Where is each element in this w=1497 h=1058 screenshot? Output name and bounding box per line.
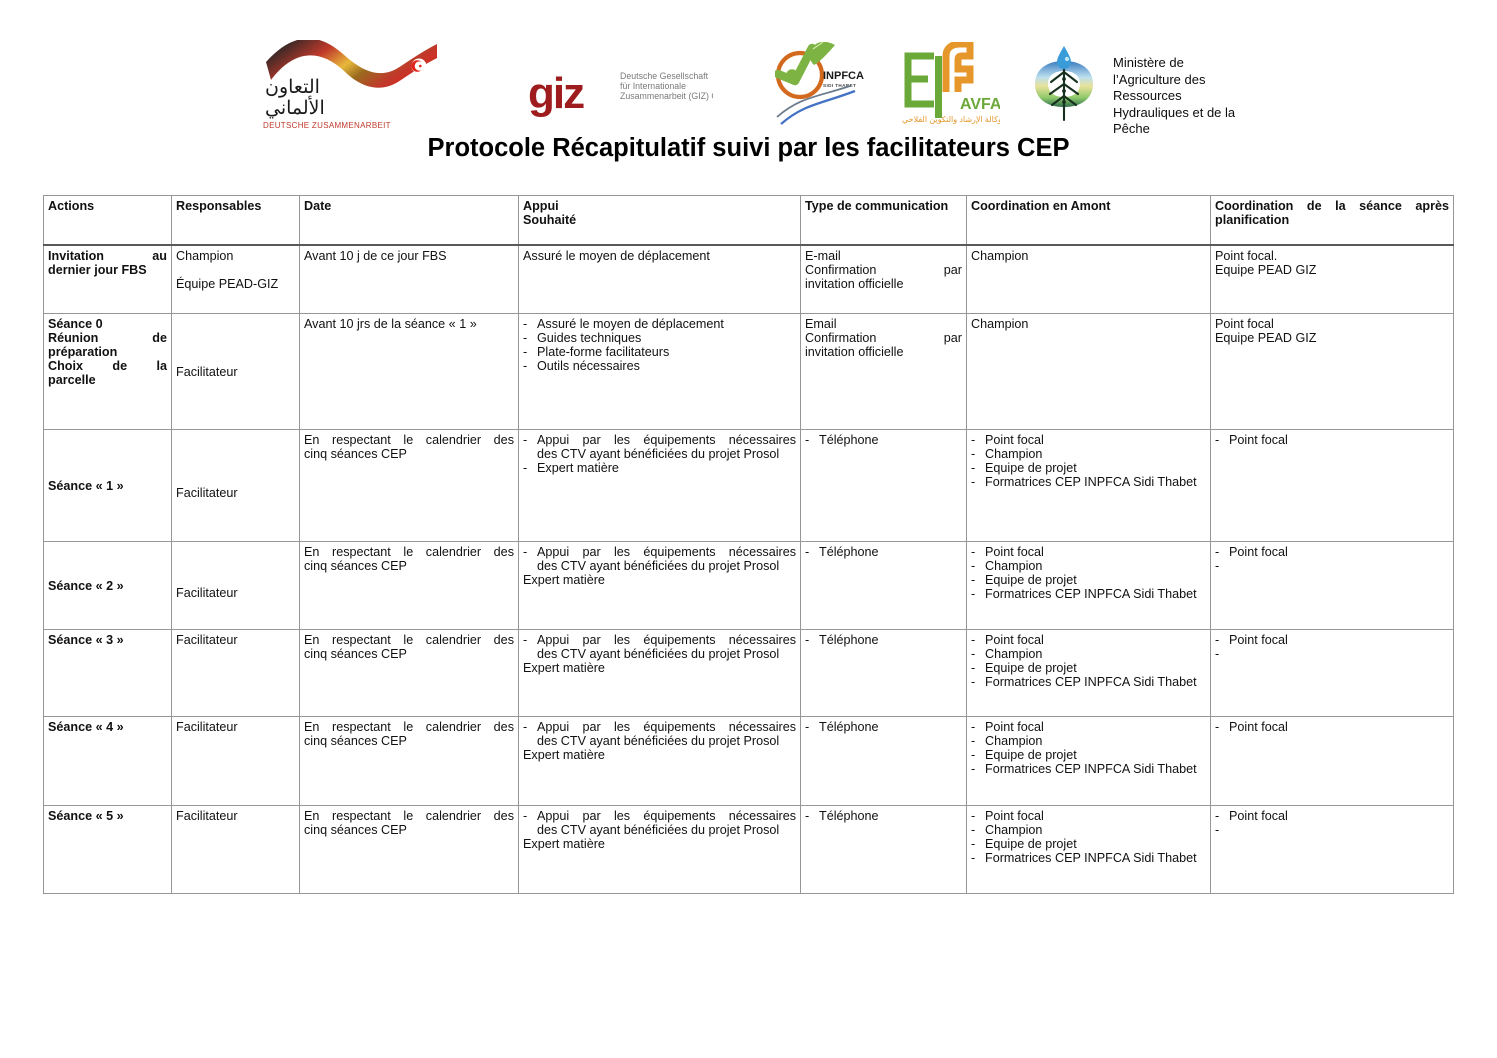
svg-text:DEUTSCHE ZUSAMMENARBEIT: DEUTSCHE ZUSAMMENARBEIT xyxy=(263,121,391,130)
svg-text:SIDI THABET: SIDI THABET xyxy=(823,83,856,88)
svg-text:giz: giz xyxy=(528,69,584,117)
svg-text:Deutsche Gesellschaft: Deutsche Gesellschaft xyxy=(620,71,709,81)
svg-text:التعاون: التعاون xyxy=(265,77,320,98)
svg-text:AVFA: AVFA xyxy=(960,96,1000,113)
svg-text:وكالة الإرشاد والتكوين الفلاحي: وكالة الإرشاد والتكوين الفلاحي xyxy=(902,115,1000,124)
svg-text:INPFCA: INPFCA xyxy=(823,70,864,82)
svg-text:الألماني: الألماني xyxy=(265,95,325,119)
svg-text:für Internationale: für Internationale xyxy=(620,81,686,91)
svg-text:Zusammenarbeit (GIZ) GmbH: Zusammenarbeit (GIZ) GmbH xyxy=(620,91,713,101)
